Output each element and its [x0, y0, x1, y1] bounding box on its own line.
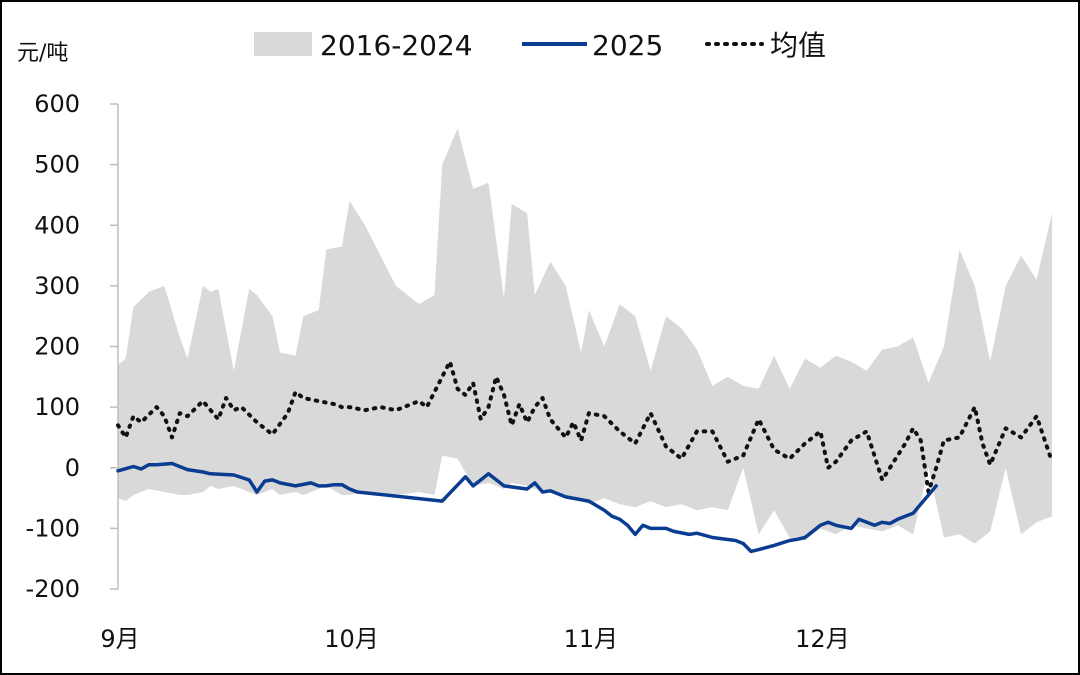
y-tick-label: 400: [34, 211, 80, 239]
x-tick-label: 10月: [324, 625, 379, 653]
x-tick-label: 9月: [100, 625, 139, 653]
y-tick-label: -200: [26, 575, 80, 603]
y-tick-label: 600: [34, 90, 80, 118]
series-line-mean: [116, 359, 1054, 494]
y-tick-label: 500: [34, 151, 80, 179]
band-area-2016-2024: [118, 128, 1052, 544]
y-tick-label: 200: [34, 333, 80, 361]
x-tick-label: 12月: [795, 625, 850, 653]
legend-swatch-band: [254, 32, 312, 56]
x-tick-label: 11月: [564, 625, 619, 653]
y-tick-label: 0: [65, 454, 80, 482]
y-axis-unit-label: 元/吨: [17, 41, 68, 66]
legend-label-dotted: 均值: [770, 29, 826, 62]
plot-area: 600 500 400 300 200 100 0 -100 -200 9月 10月 11月 12月: [26, 90, 1054, 653]
y-tick-label: 100: [34, 393, 80, 421]
series-line-2025: [116, 461, 938, 554]
y-tick-label: -100: [26, 514, 80, 542]
y-tick-label: 300: [34, 272, 80, 300]
legend-label-band: 2016-2024: [320, 29, 473, 62]
legend: 2016-2024 2025 均值: [254, 29, 826, 62]
legend-label-line: 2025: [592, 29, 663, 62]
